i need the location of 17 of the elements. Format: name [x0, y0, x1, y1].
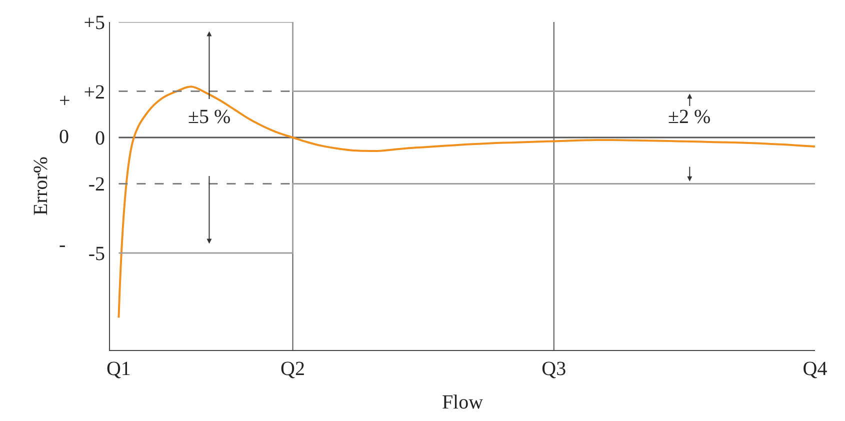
- y-tick-label: +5: [84, 12, 105, 34]
- annotation: ±5 %: [188, 106, 231, 128]
- text: +: [59, 90, 70, 112]
- x-tick-label: Q4: [802, 358, 828, 380]
- text: -: [59, 234, 66, 256]
- annotation: ±2 %: [668, 106, 711, 128]
- y-axis-title: Error%: [30, 156, 52, 216]
- line-series: [118, 86, 815, 319]
- text: 0: [59, 126, 69, 148]
- y-tick-label: -2: [88, 174, 105, 196]
- y-tick-label: +2: [84, 81, 105, 104]
- x-axis-title: Flow: [442, 392, 484, 414]
- y-tick-label: -5: [88, 242, 105, 265]
- x-tick-label: Q2: [280, 358, 306, 380]
- x-tick-label: Q1: [106, 358, 131, 380]
- x-tick-label: Q3: [542, 358, 566, 380]
- y-tick-label: 0: [95, 127, 105, 150]
